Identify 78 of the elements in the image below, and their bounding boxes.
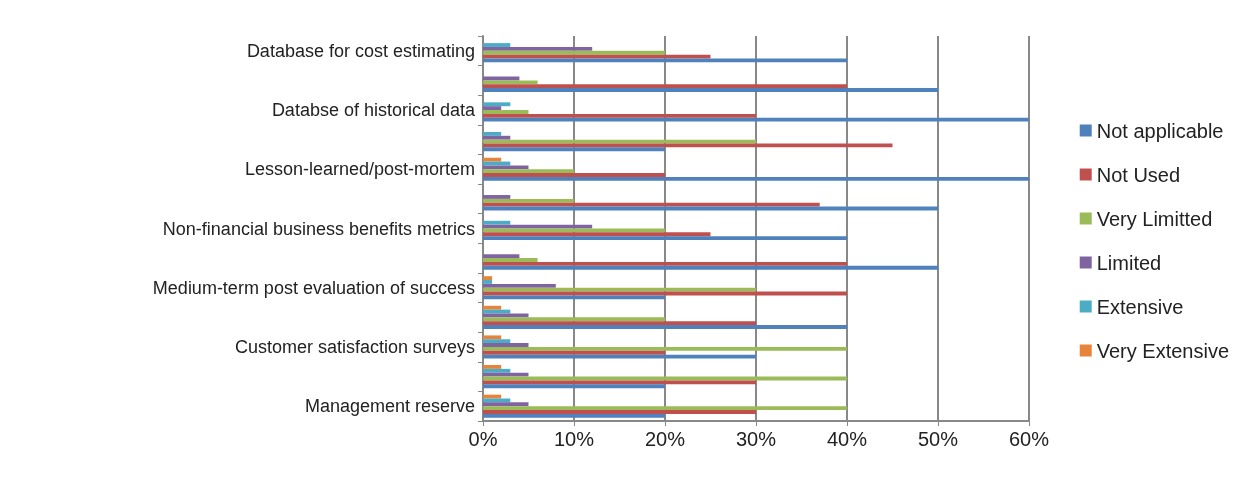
- bar: [483, 317, 665, 322]
- bar: [483, 254, 520, 259]
- bar: [483, 202, 820, 207]
- bar: [483, 410, 756, 414]
- bar: [483, 295, 665, 300]
- x-tick-label: 0%: [468, 428, 498, 450]
- bar: [483, 80, 538, 85]
- bar: [483, 50, 665, 55]
- bar: [483, 258, 538, 262]
- bar: [483, 169, 574, 174]
- bar: [483, 106, 502, 111]
- bar: [483, 339, 511, 344]
- bar: [483, 321, 756, 326]
- bar: [483, 325, 847, 329]
- bar: [483, 365, 502, 369]
- legend-label: Very Limitted: [1096, 207, 1213, 230]
- bar: [483, 46, 593, 51]
- bar: [483, 380, 756, 385]
- legend-label: Limited: [1096, 251, 1162, 274]
- bar: [483, 283, 556, 288]
- bar: [483, 224, 593, 229]
- x-tick-label: 60%: [1008, 428, 1050, 450]
- bar: [483, 372, 529, 377]
- bar: [483, 147, 665, 152]
- bar: [483, 335, 502, 340]
- bar: [483, 384, 665, 389]
- x-tick-label: 30%: [735, 428, 777, 450]
- y-tick-label: Lesson-learned/post-mortem: [244, 159, 475, 180]
- bar: [483, 305, 502, 310]
- legend-label: Extensive: [1096, 295, 1184, 318]
- x-tick-label: 50%: [917, 428, 959, 450]
- bar: [483, 157, 502, 162]
- bar: [483, 402, 529, 407]
- bar: [483, 276, 493, 281]
- bar: [483, 113, 756, 118]
- y-tick-label: Databse of historical data: [271, 100, 476, 121]
- bar: [483, 343, 529, 347]
- bar: [483, 350, 665, 355]
- bar: [483, 139, 756, 144]
- y-tick-label: Medium-term post evaluation of success: [152, 277, 475, 298]
- bar: [483, 236, 847, 241]
- bar: [483, 131, 502, 136]
- bar: [483, 220, 511, 225]
- bar: [483, 135, 511, 140]
- legend-label: Not applicable: [1096, 119, 1224, 142]
- bar: [483, 88, 938, 92]
- bar: [483, 117, 1029, 122]
- bar: [483, 110, 529, 114]
- bar: [483, 280, 493, 284]
- bar: [483, 176, 1029, 181]
- bar: [483, 232, 711, 237]
- legend-label: Very Extensive: [1096, 339, 1230, 362]
- bar: [483, 287, 756, 292]
- y-tick-label: Customer satisfaction surveys: [234, 336, 475, 357]
- bar: [483, 84, 847, 89]
- bar: [483, 43, 511, 47]
- bar: [483, 368, 511, 373]
- bar: [483, 265, 938, 270]
- bar: [483, 354, 756, 359]
- bar: [483, 413, 665, 418]
- bar: [483, 195, 511, 199]
- x-tick-label: 10%: [553, 428, 595, 450]
- bar: [483, 346, 847, 351]
- x-tick-label: 20%: [644, 428, 686, 450]
- y-tick-label: Database for cost estimating: [246, 40, 475, 61]
- bar: [483, 398, 511, 403]
- bar: [483, 54, 711, 59]
- bar: [483, 173, 665, 177]
- bar: [483, 165, 529, 170]
- bar: [483, 261, 847, 266]
- bar: [483, 198, 574, 203]
- bar: [483, 313, 529, 318]
- legend-label: Not Used: [1096, 163, 1181, 186]
- bar: [483, 102, 511, 107]
- x-tick-label: 40%: [826, 428, 868, 450]
- y-tick-label: Management reserve: [304, 396, 475, 417]
- y-tick-label: Non-financial business benefits metrics: [162, 218, 475, 239]
- bar: [483, 406, 847, 411]
